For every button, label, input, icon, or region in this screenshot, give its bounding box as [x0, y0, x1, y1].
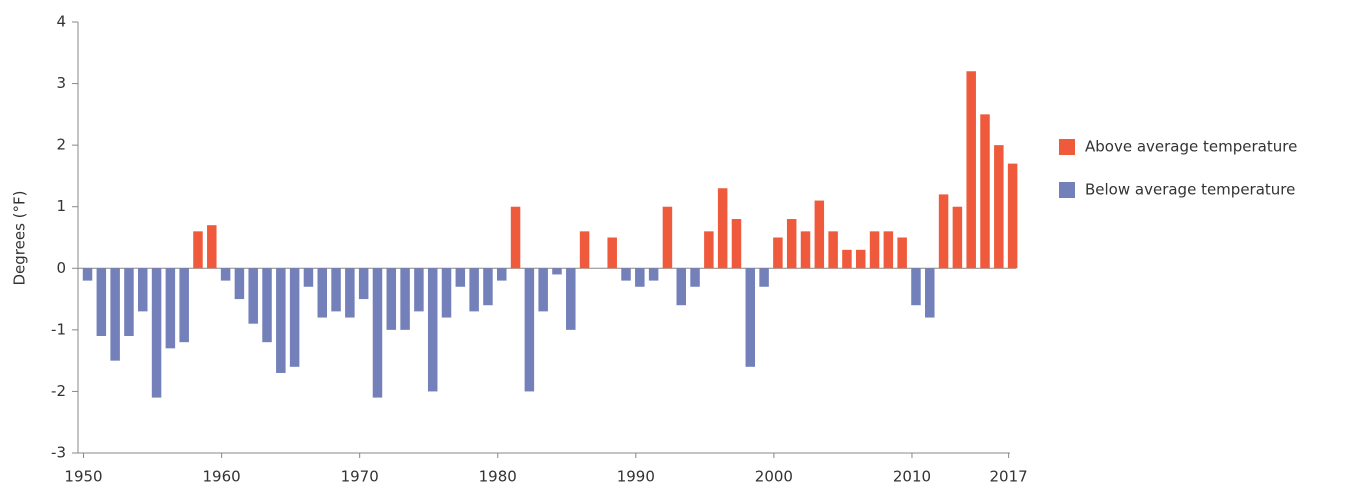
bar — [994, 145, 1004, 269]
x-tick-label: 2000 — [755, 468, 793, 486]
bar — [814, 200, 825, 269]
bar — [427, 268, 438, 392]
bar — [800, 231, 811, 269]
bar — [414, 268, 424, 312]
y-axis-label: Degrees (°F) — [11, 190, 29, 285]
y-tick-label: 2 — [56, 136, 66, 154]
bar — [469, 268, 479, 312]
bar — [110, 268, 120, 361]
bar — [676, 268, 686, 306]
bar — [538, 268, 548, 312]
bar — [717, 188, 728, 269]
bar — [566, 268, 576, 330]
bar — [690, 268, 700, 287]
bar — [345, 268, 355, 318]
bar — [496, 268, 507, 281]
bar — [648, 268, 659, 281]
bar — [952, 206, 963, 269]
x-tick-label: 1960 — [203, 468, 241, 486]
legend-swatch — [1059, 182, 1075, 198]
bar — [731, 219, 742, 269]
bar — [662, 206, 673, 269]
bar — [151, 268, 162, 398]
bar — [317, 268, 327, 318]
bar — [621, 268, 631, 281]
x-tick-label: 2017 — [990, 468, 1028, 486]
x-tick-label: 1970 — [341, 468, 379, 486]
y-tick-label: -1 — [51, 320, 66, 338]
bar — [759, 268, 769, 287]
bar — [289, 268, 300, 367]
y-tick-label: 3 — [56, 74, 66, 92]
bar — [635, 268, 645, 287]
bar — [220, 268, 231, 281]
x-tick-label: 1990 — [617, 468, 655, 486]
y-tick-label: 0 — [56, 259, 66, 277]
bar — [372, 268, 383, 398]
bar — [82, 268, 93, 281]
bar — [165, 268, 176, 349]
bar — [262, 268, 272, 343]
bar — [179, 268, 189, 343]
bar — [138, 268, 148, 312]
bar — [786, 219, 797, 269]
legend-label: Below average temperature — [1085, 181, 1295, 199]
bar — [925, 268, 935, 318]
bar — [386, 268, 397, 330]
bar — [483, 268, 493, 306]
bar — [193, 231, 203, 269]
bar — [842, 249, 852, 269]
bar — [897, 237, 907, 269]
bar — [510, 206, 521, 269]
y-tick-label: 1 — [56, 197, 66, 215]
bar — [745, 268, 756, 367]
bar — [276, 268, 286, 373]
bar — [207, 225, 217, 269]
bar — [358, 268, 369, 300]
bar — [303, 268, 314, 287]
x-tick-label: 1950 — [64, 468, 102, 486]
bar — [966, 71, 976, 269]
bar — [579, 231, 590, 269]
bar — [552, 268, 562, 275]
x-tick-label: 1980 — [479, 468, 517, 486]
bar — [883, 231, 894, 269]
bar — [248, 268, 258, 324]
bar — [869, 231, 880, 269]
bar — [704, 231, 714, 269]
bar — [96, 268, 107, 337]
bar — [607, 237, 617, 269]
bar — [911, 268, 921, 306]
bar — [441, 268, 452, 318]
bar — [980, 114, 990, 269]
y-tick-label: -3 — [51, 444, 66, 462]
y-tick-label: 4 — [56, 13, 66, 31]
bar — [1007, 163, 1018, 269]
bar — [455, 268, 466, 287]
x-tick-label: 2010 — [893, 468, 931, 486]
legend-swatch — [1059, 139, 1075, 155]
bar — [773, 237, 783, 269]
bar — [400, 268, 410, 330]
bar — [124, 268, 134, 337]
bar — [524, 268, 535, 392]
legend-label: Above average temperature — [1085, 138, 1297, 156]
bar — [331, 268, 341, 312]
y-tick-label: -2 — [51, 382, 66, 400]
bar — [855, 249, 866, 269]
bar — [938, 194, 949, 269]
bar — [828, 231, 838, 269]
bar — [234, 268, 245, 300]
